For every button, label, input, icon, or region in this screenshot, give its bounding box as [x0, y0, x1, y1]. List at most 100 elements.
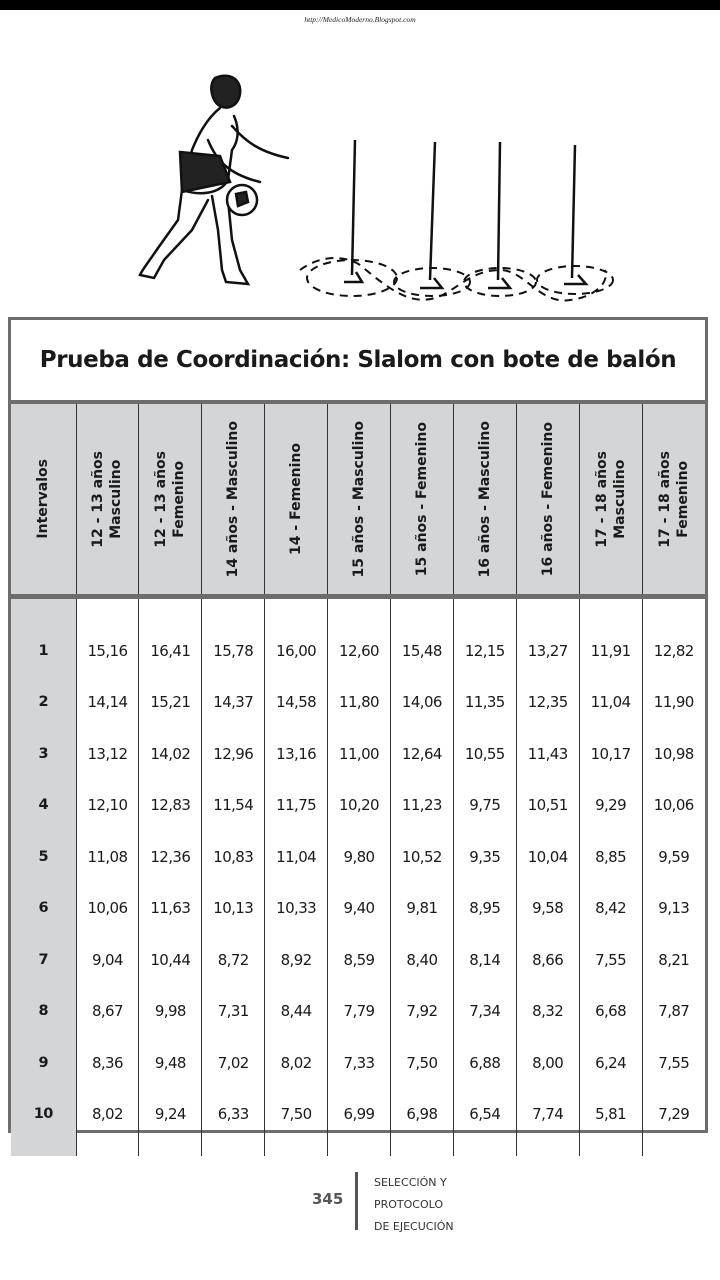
section-title: SELECCIÓN Y PROTOCOLO DE EJECUCIÓN	[374, 1172, 454, 1238]
time-value-cell: 5,81	[578, 1088, 643, 1156]
time-value-cell: 7,74	[515, 1088, 580, 1156]
time-value-cell: 10,06	[75, 882, 139, 934]
time-value-cell: 8,85	[578, 831, 643, 883]
time-value-cell: 6,99	[327, 1088, 391, 1156]
time-value-cell: 11,80	[327, 676, 391, 728]
time-value-cell: 9,75	[452, 779, 517, 831]
interval-number-cell: 2	[11, 676, 76, 728]
time-value-cell: 7,55	[641, 1037, 705, 1089]
time-value-cell: 8,42	[578, 882, 643, 934]
player-figure	[138, 74, 290, 286]
time-value-cell: 16,00	[264, 596, 328, 677]
time-value-cell: 10,52	[389, 831, 454, 883]
time-value-cell: 9,40	[327, 882, 391, 934]
page-number: 345	[312, 1190, 344, 1208]
table-row: 8 8,67 9,98 7,31 8,44 7,79 7,92 7,34 8,32 6,68 7,8…	[11, 985, 705, 1037]
time-value-cell: 9,59	[641, 831, 705, 883]
time-value-cell: 11,54	[201, 779, 265, 831]
interval-number-cell: 3	[11, 728, 76, 780]
time-value-cell: 12,96	[201, 728, 265, 780]
time-value-cell: 7,55	[578, 934, 643, 986]
column-header: 12 - 13 años Femenino	[138, 404, 202, 599]
time-value-cell: 11,90	[641, 676, 705, 728]
time-value-cell: 15,78	[201, 596, 265, 677]
time-value-cell: 7,79	[327, 985, 391, 1037]
table-row: 3 13,12 14,02 12,96 13,16 11,00 12,64 10,55 11,4…	[11, 728, 705, 780]
time-value-cell: 13,12	[75, 728, 139, 780]
time-value-cell: 15,48	[389, 596, 454, 677]
time-value-cell: 9,04	[75, 934, 139, 986]
time-value-cell: 13,27	[515, 596, 580, 677]
interval-number-cell: 8	[11, 985, 76, 1037]
table-row: 10 8,02 9,24 6,33 7,50 6,99 6,98 6,54 7,74 5,81 7,…	[11, 1088, 705, 1156]
time-value-cell: 9,80	[327, 831, 391, 883]
time-value-cell: 11,04	[578, 676, 643, 728]
time-value-cell: 7,31	[201, 985, 265, 1037]
interval-number-cell: 7	[11, 934, 76, 986]
time-value-cell: 10,44	[138, 934, 202, 986]
time-value-cell: 15,21	[138, 676, 202, 728]
time-value-cell: 9,35	[452, 831, 517, 883]
table-title-box: Prueba de Coordinación: Slalom con bote …	[11, 320, 705, 404]
time-value-cell: 12,36	[138, 831, 202, 883]
results-table: Intervalos 12 - 13 años Masculino 12 - 1…	[11, 404, 705, 1156]
time-value-cell: 8,59	[327, 934, 391, 986]
interval-number-cell: 5	[11, 831, 76, 883]
time-value-cell: 13,16	[264, 728, 328, 780]
time-value-cell: 6,54	[452, 1088, 517, 1156]
time-value-cell: 8,92	[264, 934, 328, 986]
time-value-cell: 6,68	[578, 985, 643, 1037]
time-value-cell: 8,21	[641, 934, 705, 986]
time-value-cell: 8,14	[452, 934, 517, 986]
time-value-cell: 12,35	[515, 676, 580, 728]
time-value-cell: 9,58	[515, 882, 580, 934]
interval-number-cell: 6	[11, 882, 76, 934]
time-value-cell: 8,72	[201, 934, 265, 986]
interval-number-cell: 10	[11, 1088, 76, 1156]
column-header-intervalos: Intervalos	[11, 404, 76, 599]
table-row: 7 9,04 10,44 8,72 8,92 8,59 8,40 8,14 8,66 7,55 8,…	[11, 934, 705, 986]
time-value-cell: 6,33	[201, 1088, 265, 1156]
time-value-cell: 9,81	[389, 882, 454, 934]
time-value-cell: 10,83	[201, 831, 265, 883]
footer-divider	[355, 1172, 358, 1230]
time-value-cell: 7,29	[641, 1088, 705, 1156]
table-row: 6 10,06 11,63 10,13 10,33 9,40 9,81 8,95 9,58 8,4…	[11, 882, 705, 934]
column-header: 17 - 18 años Femenino	[641, 404, 705, 599]
time-value-cell: 11,00	[327, 728, 391, 780]
table-row: 5 11,08 12,36 10,83 11,04 9,80 10,52 9,35 10,04 8…	[11, 831, 705, 883]
time-value-cell: 6,24	[578, 1037, 643, 1089]
time-value-cell: 10,55	[452, 728, 517, 780]
time-value-cell: 7,50	[389, 1037, 454, 1089]
section-line: SELECCIÓN Y	[374, 1176, 447, 1189]
time-value-cell: 11,04	[264, 831, 328, 883]
time-value-cell: 12,15	[452, 596, 517, 677]
time-value-cell: 14,06	[389, 676, 454, 728]
interval-number-cell: 1	[11, 596, 76, 677]
time-value-cell: 10,33	[264, 882, 328, 934]
time-value-cell: 11,23	[389, 779, 454, 831]
time-value-cell: 11,08	[75, 831, 139, 883]
time-value-cell: 14,14	[75, 676, 139, 728]
time-value-cell: 9,48	[138, 1037, 202, 1089]
section-line: DE EJECUCIÓN	[374, 1220, 454, 1233]
table-row: 2 14,14 15,21 14,37 14,58 11,80 14,06 11,35 12,3…	[11, 676, 705, 728]
time-value-cell: 8,44	[264, 985, 328, 1037]
time-value-cell: 6,98	[389, 1088, 454, 1156]
column-header: 12 - 13 años Masculino	[75, 404, 139, 599]
table-body: 1 15,16 16,41 15,78 16,00 12,60 15,48 12,15 13,2…	[11, 596, 705, 1156]
time-value-cell: 10,04	[515, 831, 580, 883]
table-title: Prueba de Coordinación: Slalom con bote …	[39, 347, 677, 373]
time-value-cell: 10,20	[327, 779, 391, 831]
time-value-cell: 8,66	[515, 934, 580, 986]
time-value-cell: 7,34	[452, 985, 517, 1037]
interval-number-cell: 4	[11, 779, 76, 831]
table-row: 9 8,36 9,48 7,02 8,02 7,33 7,50 6,88 8,00 6,24 7,5…	[11, 1037, 705, 1089]
time-value-cell: 10,13	[201, 882, 265, 934]
column-header: 14 años - Masculino	[201, 404, 265, 599]
time-value-cell: 12,83	[138, 779, 202, 831]
slalom-dribble-illustration	[138, 74, 614, 302]
time-value-cell: 14,37	[201, 676, 265, 728]
time-value-cell: 11,75	[264, 779, 328, 831]
time-value-cell: 8,32	[515, 985, 580, 1037]
